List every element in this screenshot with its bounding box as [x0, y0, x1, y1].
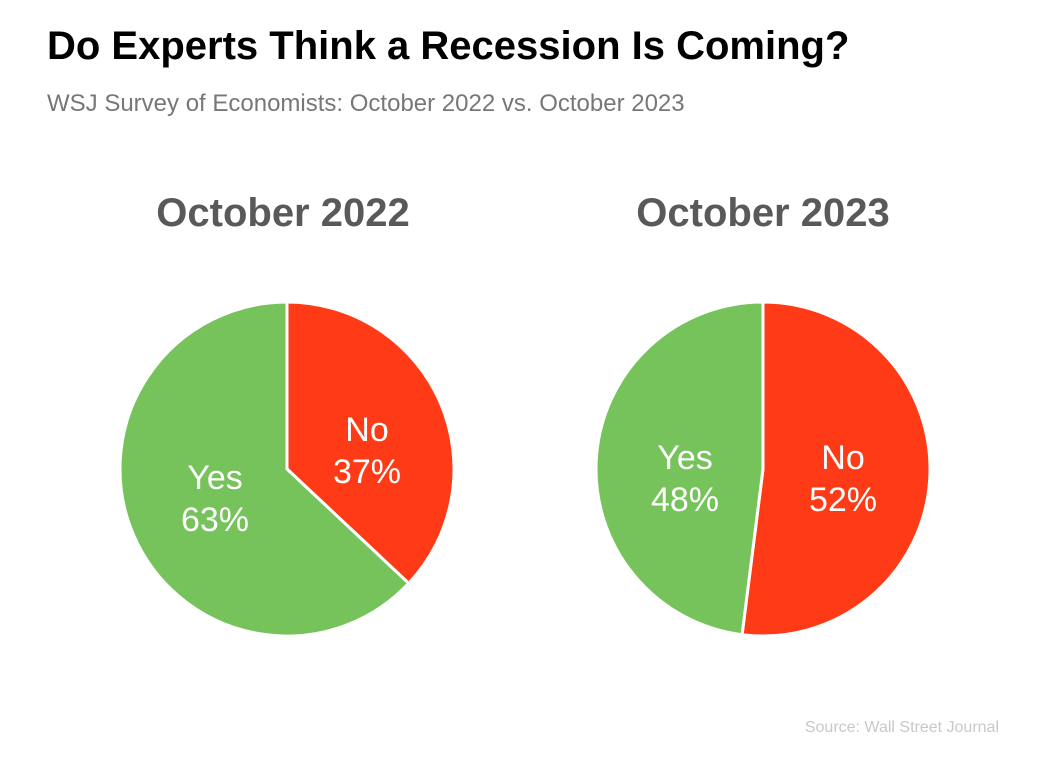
pie-chart-october-2023: October 2023 No 52% Yes 48% [594, 191, 932, 638]
slice-value-no: 37% [333, 453, 401, 491]
slice-label-yes: Yes [187, 459, 242, 497]
slice-label-yes: Yes [657, 439, 712, 477]
slice-value-no: 52% [809, 481, 877, 519]
slice-label-no: No [345, 411, 388, 449]
slice-value-yes: 48% [651, 481, 719, 519]
pie-chart-october-2022: October 2022 No 37% Yes 63% [118, 191, 456, 638]
pie-slice-yes [118, 300, 411, 638]
pie-slice-no [285, 300, 456, 585]
slice-value-yes: 63% [181, 501, 249, 539]
pie-slice-yes [594, 300, 765, 637]
chart-subtitle: WSJ Survey of Economists: October 2022 v… [47, 90, 685, 117]
pie-title-october-2022: October 2022 [156, 191, 409, 235]
pie-title-october-2023: October 2023 [636, 191, 889, 235]
slice-label-no: No [821, 439, 864, 477]
source-note: Source: Wall Street Journal [804, 719, 999, 736]
chart-title: Do Experts Think a Recession Is Coming? [47, 24, 850, 68]
pie-charts: October 2022 No 37% Yes 63% October 2023 No… [118, 191, 932, 638]
pie-slice-no [740, 300, 932, 638]
